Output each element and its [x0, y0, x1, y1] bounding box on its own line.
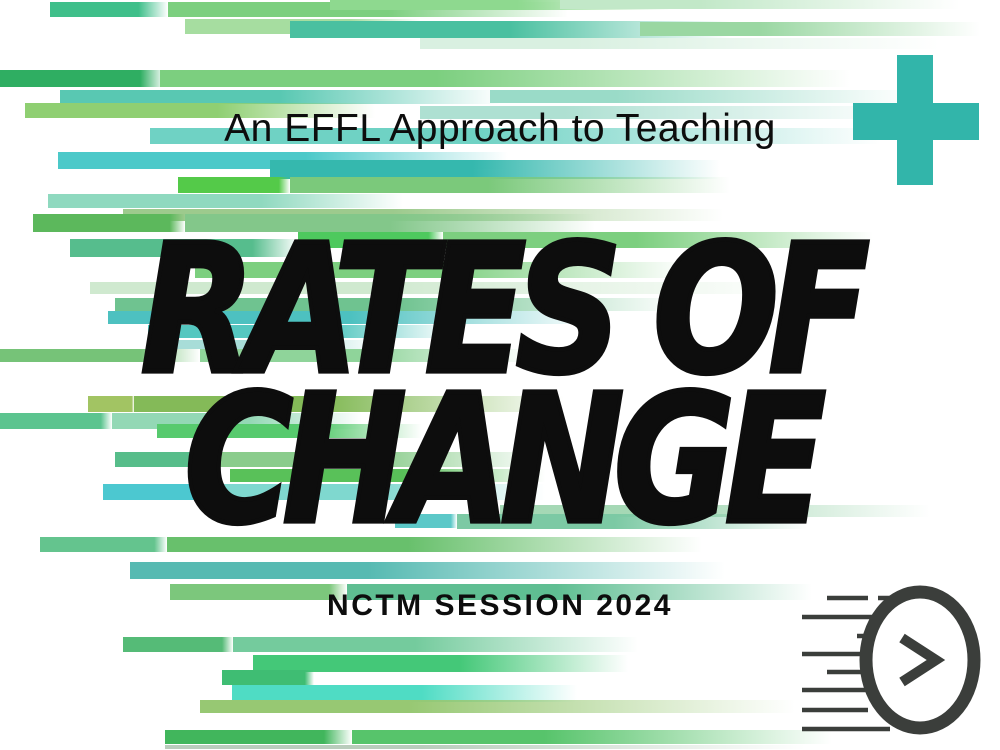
stripe [395, 514, 457, 528]
plus-icon [853, 55, 979, 185]
stripe [290, 21, 730, 38]
stripe [134, 396, 564, 412]
stripe [150, 128, 880, 144]
stripe [48, 194, 403, 208]
stripe [170, 584, 347, 600]
stripe [203, 452, 543, 467]
stripe [50, 2, 168, 17]
chevron-right-icon [899, 633, 946, 687]
clock-ring [859, 585, 981, 735]
stripe [153, 340, 378, 349]
stripe [270, 160, 720, 179]
stripe [457, 514, 807, 529]
stripe [420, 38, 940, 49]
stripe [0, 413, 112, 429]
stripe [640, 22, 980, 36]
stripe [25, 103, 375, 118]
stripe [200, 700, 795, 713]
stripe [200, 349, 530, 362]
slide-subtitle: An EFFL Approach to Teaching [224, 107, 776, 150]
stripe [33, 214, 185, 232]
stripe [130, 562, 725, 579]
stripe [230, 469, 545, 482]
stripe [60, 90, 500, 104]
stripe [90, 282, 800, 294]
stripe [0, 349, 200, 362]
stripe [115, 298, 680, 311]
stripe [443, 232, 873, 248]
stripe [103, 484, 205, 500]
stripe [233, 637, 638, 652]
stripe [330, 0, 670, 10]
session-label: NCTM SESSION 2024 [327, 589, 673, 622]
stripe [195, 262, 685, 278]
stripe [222, 670, 314, 685]
fast-clock-icon [802, 585, 981, 735]
stripe [70, 239, 298, 257]
stripe [167, 537, 702, 552]
stripe [165, 730, 352, 744]
stripe [298, 232, 443, 248]
stripe [352, 730, 832, 744]
stripe [490, 90, 910, 103]
stripe [88, 396, 134, 412]
stripe [115, 452, 203, 467]
stripe [185, 214, 595, 232]
stripe [290, 177, 730, 193]
stripe [160, 70, 850, 87]
stripe [420, 106, 900, 119]
stripe [165, 745, 805, 749]
stripe [108, 311, 593, 324]
slide-title-line2: CHANGE [182, 356, 828, 564]
stripe [148, 325, 453, 338]
stripe [157, 424, 422, 438]
stripe [347, 584, 812, 600]
stripe [253, 655, 628, 672]
stripe [123, 637, 233, 652]
stripe [205, 484, 545, 500]
stripe [178, 177, 290, 193]
slide-title-line1: RATES OF [139, 206, 872, 414]
stripe [40, 537, 167, 552]
stripe [0, 70, 165, 87]
stripe [232, 685, 577, 702]
stripe [560, 0, 960, 9]
